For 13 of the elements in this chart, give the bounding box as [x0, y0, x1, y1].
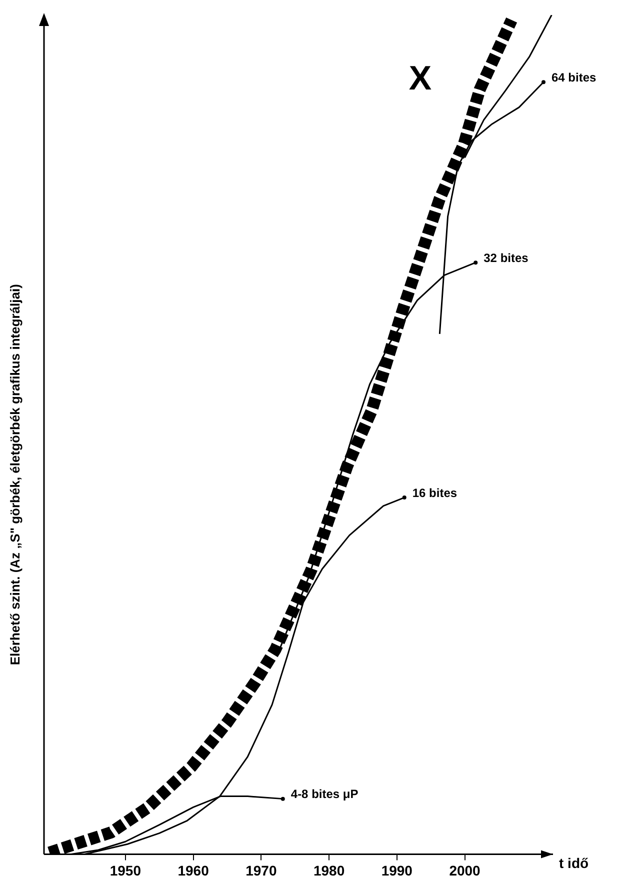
x-tick-label: 2000 — [449, 862, 481, 878]
x-axis-title: t idő — [559, 855, 589, 872]
series-label: X — [408, 59, 432, 98]
y-axis-title: Elérhető szint. (Az „S" görbék, életgörbék grafikus integráljai) — [8, 284, 23, 666]
x-tick-label: 1980 — [313, 862, 345, 878]
x-tick-label: 1960 — [178, 862, 210, 878]
series-label: 16 bites — [412, 486, 458, 500]
series-label: 32 bites — [484, 250, 529, 265]
series-label: 64 bites — [552, 70, 597, 84]
x-tick-label: 1990 — [381, 862, 413, 878]
series-label: 4-8 bites μP — [290, 787, 358, 802]
x-tick-label: 1970 — [246, 862, 277, 878]
x-tick-label: 1950 — [110, 862, 142, 878]
